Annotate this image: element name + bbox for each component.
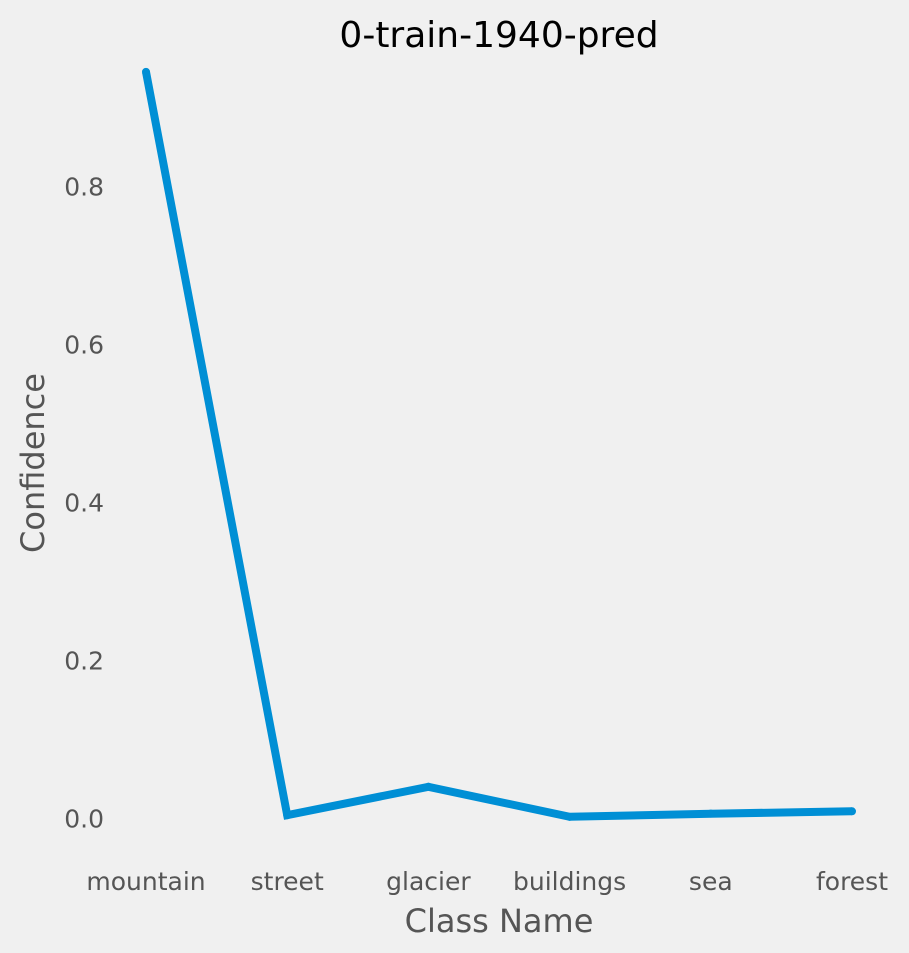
data-point-forest	[848, 807, 856, 816]
data-point-buildings	[565, 812, 574, 821]
x-tick-label-sea: sea	[689, 867, 733, 896]
data-point-mountain	[142, 67, 150, 76]
y-tick-labels: 0.0 0.2 0.4 0.6 0.8	[64, 172, 104, 833]
x-tick-label-forest: forest	[816, 867, 888, 896]
series-layer	[142, 67, 856, 821]
data-point-street	[283, 811, 292, 820]
series-line-0	[142, 71, 853, 821]
y-tick-label: 0.0	[64, 804, 104, 833]
data-point-sea	[706, 809, 715, 818]
y-tick-label: 0.4	[64, 488, 104, 517]
x-tick-labels: mountain street glacier buildings sea forest	[86, 867, 888, 896]
x-tick-label-street: street	[251, 867, 324, 896]
x-tick-label-buildings: buildings	[513, 867, 626, 896]
y-tick-label: 0.8	[64, 172, 104, 201]
y-tick-label: 0.2	[64, 646, 104, 675]
x-tick-label-glacier: glacier	[386, 867, 471, 896]
chart-title: 0-train-1940-pred	[339, 15, 658, 56]
x-tick-label-mountain: mountain	[86, 867, 205, 896]
y-axis-label: Confidence	[14, 373, 52, 553]
x-axis-label: Class Name	[405, 902, 594, 940]
y-tick-label: 0.6	[64, 330, 104, 359]
data-point-glacier	[424, 782, 433, 791]
